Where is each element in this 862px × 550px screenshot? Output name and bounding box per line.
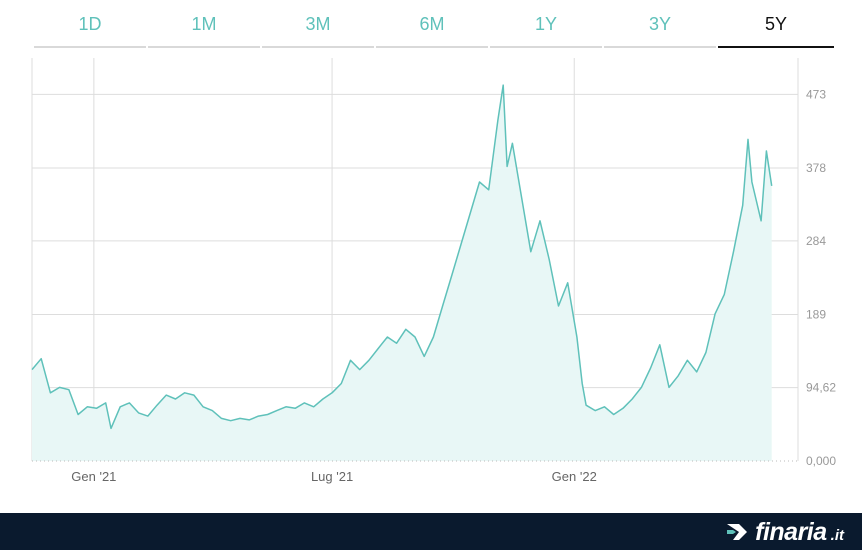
tab-underline (262, 46, 374, 48)
price-chart: 0,000 94,62 189 284 378 473 Gen '21 Lug '21 Gen … (31, 58, 836, 484)
y-tick-label: 189 (806, 308, 826, 322)
tab-underline (490, 46, 602, 48)
tab-6m[interactable]: 6M (376, 0, 488, 48)
tab-1m[interactable]: 1M (148, 0, 260, 48)
range-tabs: 1D 1M 3M 6M 1Y 3Y 5Y (34, 0, 834, 50)
tab-underline (148, 46, 260, 48)
series-area (32, 85, 772, 461)
tab-label: 5Y (764, 13, 788, 34)
x-tick-label: Lug '21 (311, 469, 353, 484)
tab-1y[interactable]: 1Y (490, 0, 602, 48)
tab-underline (718, 46, 834, 48)
tab-label: 1Y (534, 13, 558, 34)
footer-bar: finaria .it (0, 513, 862, 550)
tab-label: 3M (305, 13, 331, 34)
tab-label: 6M (419, 13, 445, 34)
series-line (31, 84, 773, 430)
tab-underline (34, 46, 146, 48)
finaria-logo-icon (727, 524, 748, 540)
x-tick-label: Gen '21 (71, 469, 116, 484)
tab-underline (604, 46, 716, 48)
brand-tld: .it (830, 526, 844, 544)
x-tick-label: Gen '22 (552, 469, 597, 484)
tab-underline (376, 46, 488, 48)
tab-5y[interactable]: 5Y (718, 0, 834, 48)
tab-label: 1D (78, 13, 102, 34)
y-tick-label: 94,62 (806, 381, 836, 395)
tab-1d[interactable]: 1D (34, 0, 146, 48)
tab-3y[interactable]: 3Y (604, 0, 716, 48)
tab-label: 1M (191, 13, 217, 34)
brand-logo[interactable]: finaria .it (725, 517, 844, 547)
tab-label: 3Y (648, 13, 672, 34)
brand-name: finaria (755, 517, 827, 546)
y-tick-label: 0,000 (806, 454, 836, 468)
y-tick-label: 284 (806, 234, 826, 248)
tab-3m[interactable]: 3M (262, 0, 374, 48)
y-tick-label: 473 (806, 87, 826, 101)
y-tick-label: 378 (806, 161, 826, 175)
